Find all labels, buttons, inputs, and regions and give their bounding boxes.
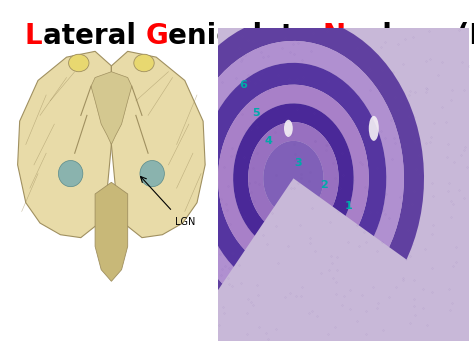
Text: 1: 1 <box>345 202 353 212</box>
Polygon shape <box>248 122 338 222</box>
Text: ateral: ateral <box>43 22 145 50</box>
Text: 3: 3 <box>295 158 302 168</box>
Polygon shape <box>233 103 354 236</box>
Text: G: G <box>145 22 168 50</box>
Ellipse shape <box>140 160 164 187</box>
Text: 6: 6 <box>239 80 247 89</box>
Polygon shape <box>95 182 128 281</box>
Ellipse shape <box>369 116 379 141</box>
Polygon shape <box>183 41 404 284</box>
Polygon shape <box>91 72 132 144</box>
Ellipse shape <box>284 120 293 137</box>
Polygon shape <box>18 51 111 237</box>
Polygon shape <box>263 141 324 207</box>
Ellipse shape <box>58 160 83 187</box>
Ellipse shape <box>134 54 154 72</box>
Polygon shape <box>111 51 205 237</box>
Text: 4: 4 <box>264 136 272 146</box>
Text: eniculate: eniculate <box>168 22 323 50</box>
Text: LGN: LGN <box>174 217 195 227</box>
Polygon shape <box>163 16 424 303</box>
Text: ucleus (LGN): ucleus (LGN) <box>346 22 474 50</box>
Polygon shape <box>218 84 369 250</box>
Ellipse shape <box>69 54 89 72</box>
Text: 2: 2 <box>319 180 328 190</box>
Text: 5: 5 <box>252 108 260 118</box>
Text: N: N <box>323 22 346 50</box>
Text: L: L <box>25 22 43 50</box>
Polygon shape <box>201 63 386 267</box>
